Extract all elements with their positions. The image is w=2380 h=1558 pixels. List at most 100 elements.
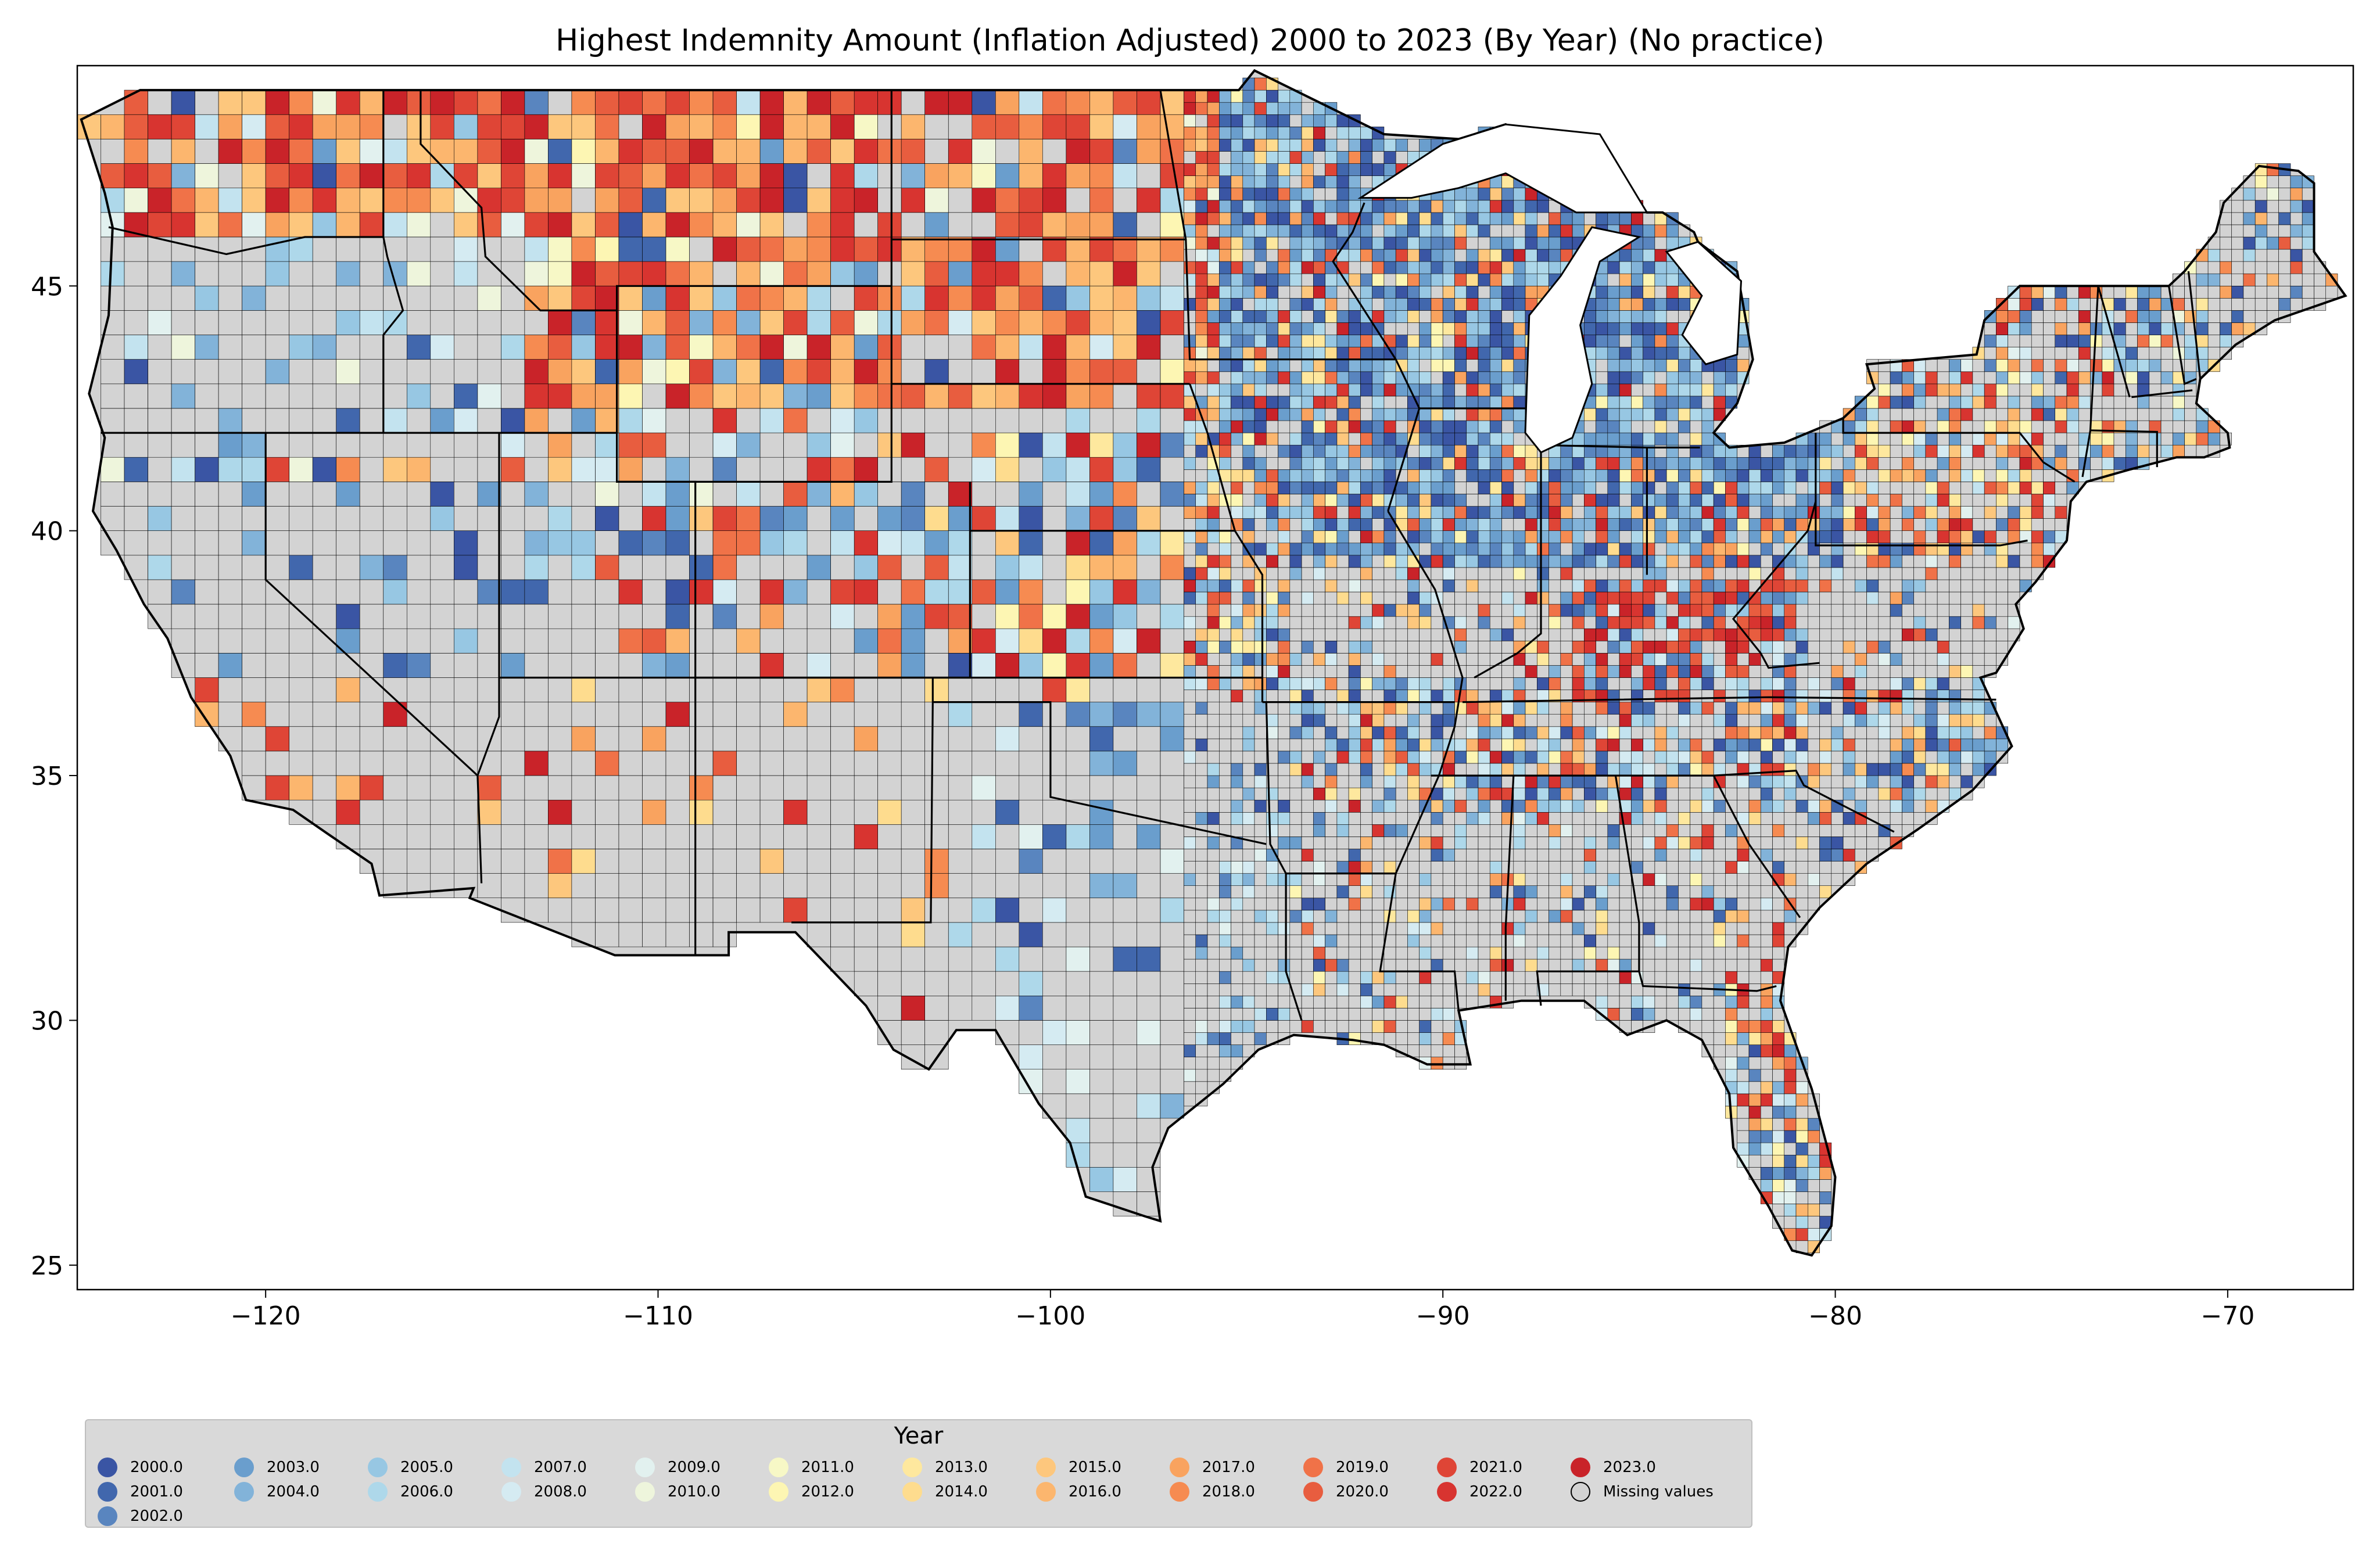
- county: [1984, 591, 1997, 605]
- county: [1336, 946, 1349, 960]
- county: [1560, 628, 1573, 641]
- county: [1984, 567, 1997, 580]
- county: [2137, 432, 2150, 446]
- county: [1643, 591, 1655, 605]
- county: [242, 432, 266, 458]
- county: [924, 971, 949, 996]
- county: [1737, 775, 1750, 788]
- county: [1395, 420, 1408, 433]
- county: [1419, 665, 1432, 678]
- county: [1313, 396, 1325, 409]
- county: [1301, 383, 1314, 397]
- county: [1925, 567, 1938, 580]
- county: [1760, 1118, 1773, 1131]
- county: [783, 873, 808, 898]
- county: [1819, 530, 1832, 544]
- county: [1301, 824, 1314, 837]
- county: [1584, 726, 1596, 739]
- county: [1489, 971, 1502, 984]
- county: [1525, 910, 1537, 923]
- county: [1266, 946, 1278, 960]
- county: [1725, 934, 1737, 947]
- county: [1313, 518, 1325, 531]
- county: [1113, 873, 1137, 898]
- county: [1855, 714, 1867, 727]
- county: [1808, 494, 1820, 507]
- county: [736, 530, 761, 556]
- county: [1360, 885, 1372, 899]
- county: [2184, 359, 2197, 372]
- county: [2008, 482, 2020, 494]
- county: [1336, 799, 1349, 813]
- county: [1313, 604, 1325, 617]
- county: [171, 579, 195, 605]
- county: [1325, 408, 1338, 421]
- county: [1066, 1044, 1090, 1069]
- county: [1289, 482, 1302, 494]
- county: [1525, 934, 1537, 947]
- county: [1242, 799, 1255, 813]
- county: [1348, 775, 1361, 788]
- county: [1419, 628, 1432, 641]
- county: [101, 383, 125, 409]
- county: [1972, 506, 1985, 519]
- county: [477, 408, 501, 433]
- county: [1195, 432, 1208, 446]
- county: [1137, 432, 1161, 458]
- county: [1690, 690, 1702, 702]
- county: [501, 751, 525, 776]
- county: [2031, 383, 2044, 397]
- county: [1819, 494, 1832, 507]
- county: [1372, 616, 1385, 629]
- county: [359, 628, 384, 654]
- county: [548, 359, 572, 385]
- county: [1572, 983, 1585, 996]
- county: [595, 702, 619, 727]
- county: [1584, 457, 1596, 470]
- county: [1372, 482, 1385, 494]
- county: [1713, 591, 1726, 605]
- county: [1289, 959, 1302, 972]
- county: [618, 898, 643, 923]
- county: [1195, 787, 1208, 800]
- county: [1631, 469, 1643, 482]
- county: [1913, 457, 1926, 470]
- county: [1795, 1154, 1808, 1168]
- county: [1207, 1020, 1220, 1033]
- county: [1949, 408, 1961, 421]
- county: [1525, 959, 1537, 972]
- county: [1772, 677, 1785, 690]
- county: [1713, 579, 1726, 593]
- county: [1643, 910, 1655, 923]
- county: [1137, 1167, 1161, 1192]
- county: [1525, 579, 1537, 593]
- county: [689, 432, 714, 458]
- county: [1219, 665, 1231, 678]
- county: [1348, 335, 1361, 347]
- county: [877, 849, 902, 874]
- county: [1760, 518, 1773, 531]
- county: [1019, 751, 1043, 776]
- county: [1419, 861, 1432, 874]
- county: [1560, 959, 1573, 972]
- county: [1042, 849, 1067, 874]
- county: [1184, 837, 1196, 849]
- county: [1890, 444, 1902, 458]
- county: [1219, 702, 1231, 715]
- county: [1348, 812, 1361, 825]
- county: [1784, 641, 1797, 654]
- county: [1019, 457, 1043, 482]
- county: [642, 383, 666, 409]
- county: [1219, 420, 1231, 433]
- county: [524, 873, 549, 898]
- county: [1619, 653, 1632, 666]
- county: [1513, 432, 1526, 446]
- county: [1478, 837, 1490, 849]
- county: [1137, 751, 1161, 776]
- county: [1466, 567, 1479, 580]
- county: [1819, 628, 1832, 641]
- county: [1808, 482, 1820, 494]
- county: [1808, 457, 1820, 470]
- county: [1572, 591, 1585, 605]
- county: [712, 432, 737, 458]
